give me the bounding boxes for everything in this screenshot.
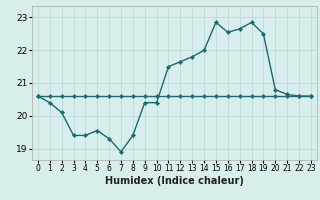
- X-axis label: Humidex (Indice chaleur): Humidex (Indice chaleur): [105, 176, 244, 186]
